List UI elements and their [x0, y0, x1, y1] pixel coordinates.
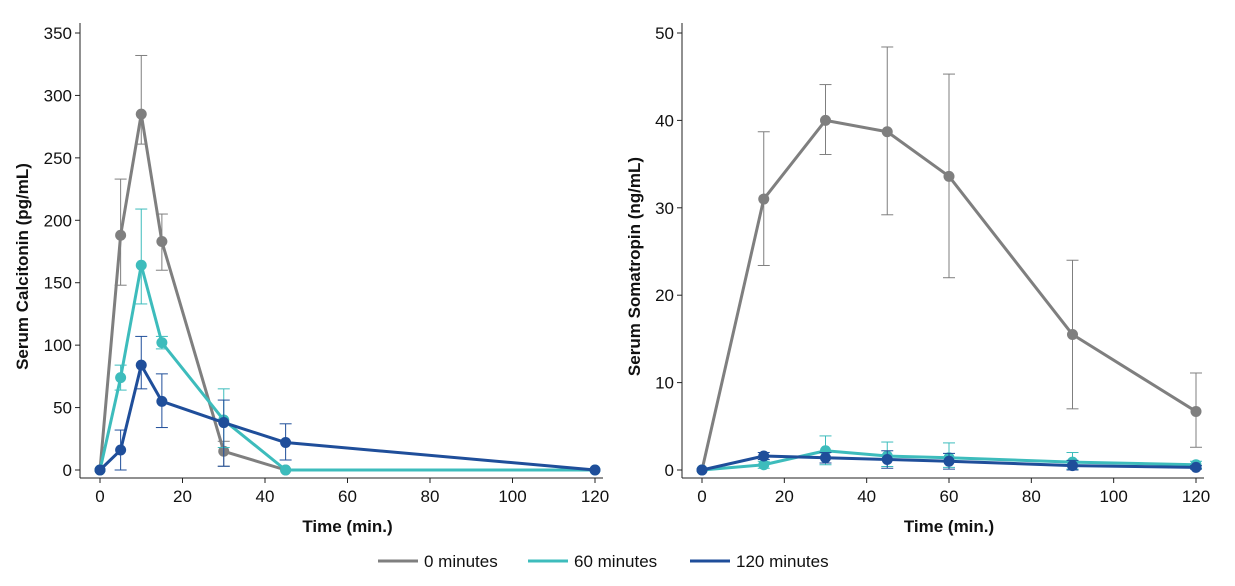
data-point [280, 464, 292, 476]
x-tick-label: 40 [857, 487, 876, 506]
y-tick-label: 50 [655, 24, 674, 43]
y-tick-label: 100 [44, 336, 72, 355]
x-tick-label: 40 [256, 487, 275, 506]
data-point [135, 108, 147, 120]
data-point [156, 395, 168, 407]
y-tick-label: 40 [655, 111, 674, 130]
data-point [696, 464, 708, 476]
y-tick-label: 350 [44, 24, 72, 43]
y-tick-label: 250 [44, 149, 72, 168]
data-point [758, 459, 770, 471]
x-tick-label: 80 [421, 487, 440, 506]
x-tick-label: 100 [1099, 487, 1127, 506]
data-point [94, 464, 106, 476]
data-point [758, 193, 770, 205]
y-tick-label: 0 [63, 461, 72, 480]
data-point [943, 170, 955, 182]
chart-panel-0: 0 50 100 150 200 250 300 350 0 20 40 60 80 100 120 Time… [13, 23, 609, 536]
data-point [1067, 460, 1078, 472]
data-point [135, 259, 147, 271]
data-point [135, 359, 147, 371]
series-120-minutes [94, 335, 601, 476]
y-tick-label: 200 [44, 211, 72, 230]
y-tick-label: 30 [655, 199, 674, 218]
data-point [1067, 329, 1078, 341]
x-axis-title: Time (min.) [904, 517, 994, 536]
series-line [98, 263, 595, 472]
y-tick-label: 20 [655, 286, 674, 305]
data-point [1190, 405, 1202, 417]
x-tick-label: 120 [581, 487, 609, 506]
series-0-minutes [696, 46, 1202, 476]
y-tick-label: 0 [665, 461, 674, 480]
series-line [98, 112, 595, 472]
data-point [820, 452, 831, 464]
x-tick-label: 60 [338, 487, 357, 506]
series-0-minutes [94, 54, 595, 476]
data-point [280, 437, 292, 449]
data-point [881, 126, 893, 138]
data-point [820, 114, 831, 126]
x-tick-label: 120 [1182, 487, 1210, 506]
series-120-minutes [696, 450, 1202, 476]
x-tick-label: 0 [95, 487, 104, 506]
data-point [156, 337, 168, 349]
x-axis-title: Time (min.) [302, 517, 392, 536]
legend-label-0: 0 minutes [424, 552, 498, 571]
x-tick-label: 100 [498, 487, 526, 506]
legend-label-1: 60 minutes [574, 552, 657, 571]
data-point [218, 417, 230, 429]
data-point [881, 454, 893, 466]
legend-label-2: 120 minutes [736, 552, 829, 571]
y-axis-title: Serum Calcitonin (pg/mL) [13, 163, 32, 370]
series-line [98, 363, 596, 472]
legend: 0 minutes 60 minutes 120 minutes [378, 552, 829, 571]
data-point [758, 450, 770, 462]
y-tick-label: 300 [44, 86, 72, 105]
chart-panel-1: 0 10 20 30 40 50 0 20 40 60 80 100 120 Time (min.) Ser… [625, 23, 1210, 536]
y-tick-label: 150 [44, 274, 72, 293]
data-point [156, 236, 168, 248]
y-tick-label: 50 [53, 399, 72, 418]
data-point [115, 229, 127, 241]
y-axis-title: Serum Somatropin (ng/mL) [625, 157, 644, 376]
data-point [115, 444, 127, 456]
x-tick-label: 0 [697, 487, 706, 506]
x-tick-label: 80 [1022, 487, 1041, 506]
x-tick-label: 60 [940, 487, 959, 506]
series-60-minutes [94, 208, 601, 476]
y-tick-label: 10 [655, 374, 674, 393]
data-point [589, 464, 601, 476]
data-point [115, 372, 127, 384]
data-point [943, 455, 955, 467]
x-tick-label: 20 [173, 487, 192, 506]
x-tick-label: 20 [775, 487, 794, 506]
data-point [1190, 461, 1202, 473]
